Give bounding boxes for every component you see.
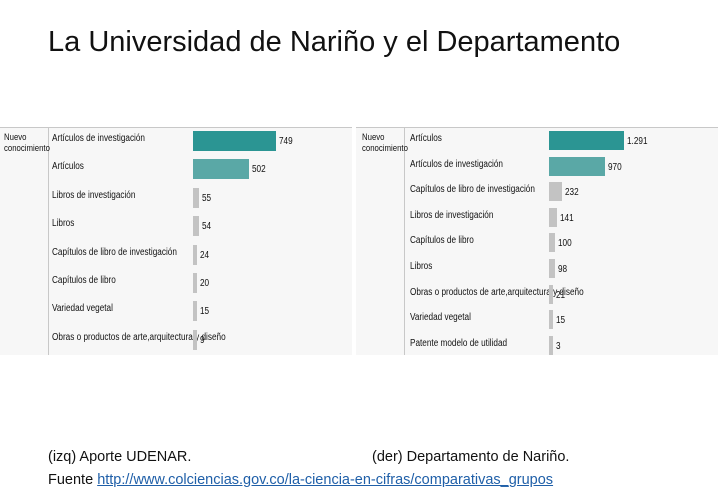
value-label: 232 [565, 187, 580, 199]
bar [193, 301, 197, 322]
category-label: Patente modelo de utilidad [410, 337, 508, 349]
source-prefix: Fuente [48, 472, 94, 488]
value-label: 970 [608, 161, 623, 173]
group-label: Nuevo conocimiento [362, 132, 408, 154]
value-label: 54 [201, 221, 212, 233]
group-label: Nuevo conocimiento [4, 132, 50, 154]
category-label: Artículos de investigación [410, 158, 503, 170]
bar [193, 216, 199, 237]
value-label: 15 [556, 315, 566, 327]
category-label: Variedad vegetal [410, 312, 471, 324]
value-label: 3 [556, 340, 561, 352]
bar [193, 159, 249, 180]
bar [193, 273, 197, 293]
value-label: 749 [279, 136, 293, 147]
narino-bar-chart: Nuevo conocimiento Artículos 1.291 Artícul… [356, 127, 718, 355]
bar [193, 131, 276, 151]
category-label: Variedad vegetal [52, 303, 113, 315]
category-label: Capítulos de libro de investigación [52, 246, 177, 258]
caption-right: (der) Departamento de Nariño. [372, 449, 570, 465]
category-label: Obras o productos de arte,arquitectura y… [410, 286, 584, 298]
category-label: Obras o productos de arte,arquitectura y… [52, 331, 226, 343]
source-link[interactable]: http://www.colciencias.gov.co/la-ciencia… [97, 472, 554, 488]
bar [193, 187, 200, 208]
bar [549, 310, 553, 330]
category-label: Capítulos de libro [410, 235, 474, 247]
value-label: 55 [202, 192, 212, 204]
category-label: Libros [52, 218, 75, 230]
value-label: 24 [200, 249, 210, 261]
category-label: Capítulos de libro de investigación [410, 184, 535, 196]
category-label: Artículos [52, 161, 84, 173]
value-label: 21 [556, 289, 566, 301]
bar [549, 156, 606, 176]
value-label: 15 [200, 306, 210, 318]
caption-left: (izq) Aporte UDENAR. [48, 449, 192, 465]
category-label: Libros [410, 261, 433, 272]
udenar-bar-chart: Nuevo conocimiento Artículos de investig… [0, 127, 352, 355]
value-label: 141 [560, 212, 574, 224]
bar [549, 259, 555, 278]
bar [549, 335, 553, 355]
value-label: 20 [200, 278, 210, 289]
category-label: Capítulos de libro [52, 275, 116, 286]
bar [549, 207, 558, 227]
source-line: Fuente http://www.colciencias.gov.co/la-… [48, 472, 553, 488]
bar [549, 182, 563, 202]
value-label: 502 [251, 164, 266, 176]
bar [549, 284, 553, 304]
category-label: Artículos [410, 133, 442, 144]
value-label: 1.291 [627, 136, 648, 147]
value-label: 98 [557, 264, 567, 275]
bar [549, 131, 624, 150]
category-label: Libros de investigación [410, 209, 494, 221]
category-label: Libros de investigación [52, 189, 136, 201]
value-label: 9 [200, 334, 205, 346]
value-label: 100 [557, 238, 572, 250]
slide-title: La Universidad de Nariño y el Departamen… [48, 26, 621, 58]
bar [549, 233, 555, 253]
category-label: Artículos de investigación [52, 133, 145, 144]
bar [193, 329, 197, 350]
bar [193, 244, 197, 265]
